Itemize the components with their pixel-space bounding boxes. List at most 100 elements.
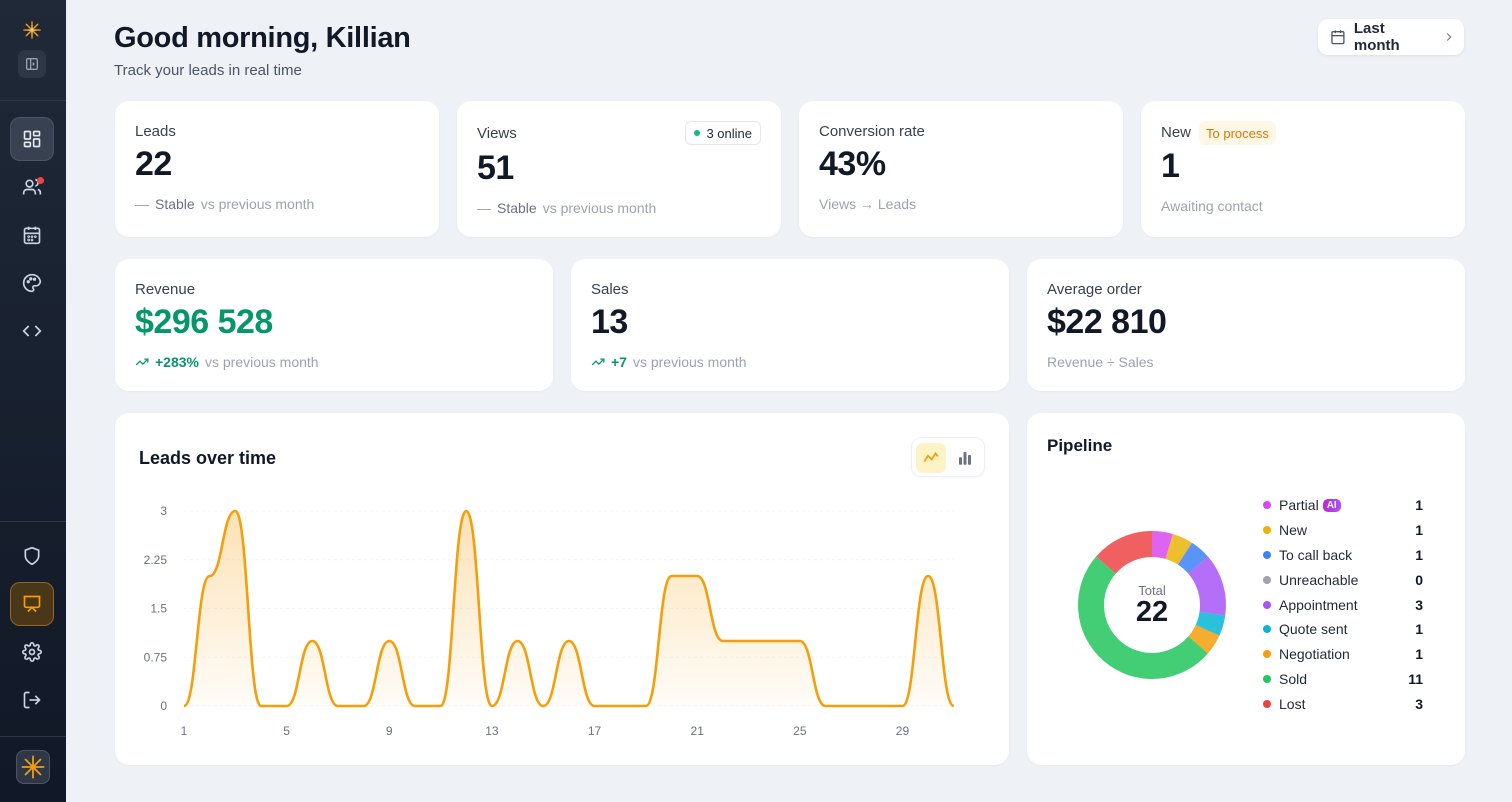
legend-count: 1: [1415, 646, 1423, 663]
legend-dot: [1263, 550, 1271, 559]
logo-icon[interactable]: [16, 750, 50, 784]
donut-slice[interactable]: [1165, 533, 1193, 565]
donut-slice[interactable]: [1096, 531, 1152, 574]
legend-dot: [1263, 699, 1271, 708]
donut-slice[interactable]: [1078, 556, 1208, 679]
x-tick-label: 5: [283, 724, 290, 738]
legend-item[interactable]: Lost 3: [1263, 691, 1423, 716]
period-label: Last month: [1353, 20, 1400, 54]
legend-item[interactable]: Appointment 3: [1263, 592, 1423, 617]
legend-item[interactable]: Sold 11: [1263, 667, 1423, 692]
trend-text: +7: [611, 354, 627, 370]
legend-dot: [1263, 650, 1271, 659]
online-badge: 3 online: [685, 121, 761, 145]
legend-count: 11: [1408, 670, 1423, 687]
legend-label: Negotiation: [1279, 646, 1350, 663]
x-tick-label: 29: [896, 724, 910, 738]
card-value: 13: [591, 303, 628, 341]
donut-slice[interactable]: [1152, 531, 1173, 559]
legend-count: 1: [1415, 522, 1423, 539]
code-icon[interactable]: [10, 309, 54, 353]
pipeline-title: Pipeline: [1047, 436, 1113, 455]
card-value: $22 810: [1047, 303, 1167, 341]
legend-item[interactable]: To call back 1: [1263, 543, 1423, 568]
legend-item[interactable]: Partial AI 1: [1263, 493, 1423, 518]
x-tick-label: 13: [485, 724, 499, 738]
new-card: New To process 1 Awaiting contact: [1141, 101, 1465, 237]
legend-item[interactable]: Negotiation 1: [1263, 642, 1423, 667]
legend-count: 1: [1415, 546, 1423, 563]
legend-label: Unreachable: [1279, 571, 1359, 588]
calendar-icon[interactable]: [10, 213, 54, 257]
legend-item[interactable]: Unreachable 0: [1263, 567, 1423, 592]
online-badge-label: 3 online: [706, 125, 752, 141]
leads-card: Leads 22 — Stable vs previous month: [115, 101, 439, 237]
logo-icon[interactable]: [10, 8, 54, 52]
shield-icon[interactable]: [10, 534, 54, 578]
legend-dot: [1263, 575, 1271, 584]
card-label: Views: [477, 125, 517, 142]
logout-icon[interactable]: [10, 678, 54, 722]
trend-text: Stable: [155, 196, 195, 212]
legend-label: Sold: [1279, 670, 1308, 687]
users-icon[interactable]: [10, 165, 54, 209]
card-footer: Awaiting contact: [1161, 198, 1263, 214]
legend-item[interactable]: Quote sent 1: [1263, 617, 1423, 642]
line-chart-icon[interactable]: [916, 443, 946, 473]
card-value: 22: [135, 145, 172, 183]
y-tick-label: 0: [160, 699, 167, 713]
bar-chart-icon[interactable]: [950, 443, 980, 473]
period-selector[interactable]: Last month: [1318, 19, 1464, 55]
pipeline-donut: [1078, 531, 1226, 679]
palette-icon[interactable]: [10, 261, 54, 305]
x-tick-label: 9: [386, 724, 393, 738]
dashboard-icon[interactable]: [10, 117, 54, 161]
legend-dot: [1263, 600, 1271, 609]
chart-title: Leads over time: [139, 448, 277, 468]
sales-card: Sales 13 +7 vs previous month: [571, 259, 1009, 391]
pipeline-card: Pipeline Total 22 Partial AI 1 New 1 To call …: [1027, 413, 1465, 765]
presentation-icon[interactable]: [10, 582, 54, 626]
pipeline-legend: Partial AI 1 New 1 To call back 1 Unreachable 0 A…: [1263, 493, 1423, 716]
card-label: Sales: [591, 281, 629, 298]
card-value: 1: [1161, 147, 1180, 185]
conversion-card: Conversion rate 43% Views → Leads: [799, 101, 1123, 237]
legend-label: Lost: [1279, 695, 1306, 712]
trend-suffix: vs previous month: [632, 354, 747, 370]
card-value: $296 528: [135, 303, 273, 341]
x-tick-label: 17: [588, 724, 602, 738]
card-label: Leads: [135, 123, 176, 140]
y-tick-label: 2.25: [144, 553, 168, 567]
legend-count: 1: [1415, 621, 1423, 638]
panel-toggle-icon[interactable]: [18, 50, 46, 78]
main-content: Good morning, Killian Track your leads i…: [66, 0, 1512, 802]
legend-count: 3: [1415, 695, 1423, 712]
legend-label: New: [1279, 522, 1308, 539]
notification-dot: [37, 177, 44, 184]
legend-count: 1: [1415, 497, 1423, 514]
calendar-icon: [1331, 30, 1345, 45]
gear-icon[interactable]: [10, 630, 54, 674]
donut-slice[interactable]: [1195, 611, 1226, 636]
legend-dot: [1263, 674, 1271, 683]
donut-slice[interactable]: [1177, 542, 1208, 574]
card-label: New: [1161, 124, 1192, 141]
page-title: Good morning, Killian: [114, 22, 411, 54]
sidebar: [0, 0, 66, 802]
card-footer: +7 vs previous month: [591, 354, 747, 370]
card-label: Average order: [1047, 281, 1142, 298]
legend-item[interactable]: New 1: [1263, 518, 1423, 543]
x-tick-label: 25: [793, 724, 807, 738]
average-order-card: Average order $22 810 Revenue ÷ Sales: [1027, 259, 1465, 391]
trend-up-icon: [135, 358, 149, 366]
to-process-badge: To process: [1199, 121, 1276, 145]
card-footer: Revenue ÷ Sales: [1047, 354, 1154, 370]
donut-slice[interactable]: [1188, 624, 1220, 654]
chart-type-toggle: [911, 437, 985, 477]
card-footer: — Stable vs previous month: [477, 200, 657, 216]
card-value: 43%: [819, 145, 886, 183]
legend-dot: [1263, 526, 1271, 535]
donut-slice[interactable]: [1188, 556, 1226, 616]
ai-badge: AI: [1322, 498, 1341, 512]
legend-dot: [1263, 501, 1271, 510]
